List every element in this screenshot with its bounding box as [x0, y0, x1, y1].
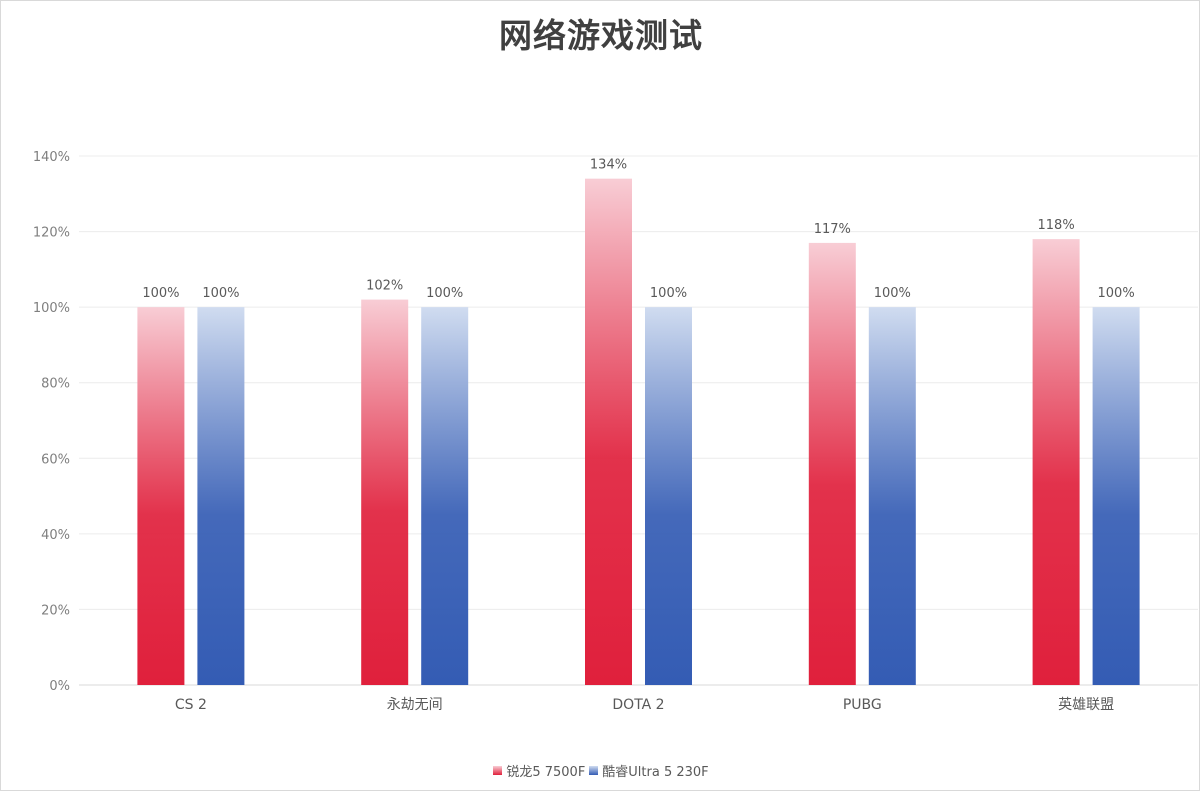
data-label: 100%: [1098, 286, 1135, 301]
data-label: 100%: [202, 286, 239, 301]
category-label: DOTA 2: [612, 697, 664, 713]
bar-0-0: [137, 307, 185, 685]
y-tick-label: 100%: [33, 301, 70, 316]
bar-3-0: [808, 242, 856, 685]
y-tick-label: 20%: [41, 603, 70, 618]
data-label: 100%: [874, 286, 911, 301]
data-label: 117%: [814, 222, 851, 237]
legend-item: 酷睿Ultra 5 230F: [589, 761, 709, 780]
y-tick-label: 120%: [33, 226, 70, 241]
y-tick-label: 0%: [49, 679, 70, 694]
data-label: 102%: [366, 279, 403, 294]
category-label: 英雄联盟: [1058, 696, 1114, 713]
legend-label: 锐龙5 7500F: [506, 765, 586, 780]
y-tick-label: 140%: [33, 150, 70, 165]
bar-0-1: [197, 307, 245, 685]
data-label: 100%: [650, 286, 687, 301]
category-label: 永劫无间: [387, 697, 443, 713]
chart-legend: 锐龙5 7500F 酷睿Ultra 5 230F: [1, 761, 1200, 780]
legend-swatch: [589, 766, 599, 775]
data-label: 118%: [1038, 218, 1075, 233]
category-label: CS 2: [175, 697, 207, 713]
bar-2-1: [645, 307, 692, 685]
chart-title: 网络游戏测试: [499, 16, 703, 55]
y-tick-label: 60%: [41, 452, 70, 467]
bar-2-0: [585, 178, 632, 685]
y-tick-label: 80%: [41, 377, 70, 392]
legend-swatch: [493, 766, 503, 775]
data-label: 134%: [590, 158, 627, 173]
category-label: PUBG: [843, 697, 882, 713]
bar-4-1: [1092, 307, 1140, 685]
data-label: 100%: [142, 286, 179, 301]
legend-item: 锐龙5 7500F: [493, 761, 585, 780]
bar-4-0: [1032, 239, 1080, 685]
data-label: 100%: [426, 286, 463, 301]
y-tick-label: 40%: [41, 528, 70, 543]
legend-label: 酷睿Ultra 5 230F: [602, 765, 709, 780]
bar-1-1: [421, 307, 469, 685]
bar-3-1: [868, 307, 916, 685]
bar-1-0: [361, 299, 409, 685]
